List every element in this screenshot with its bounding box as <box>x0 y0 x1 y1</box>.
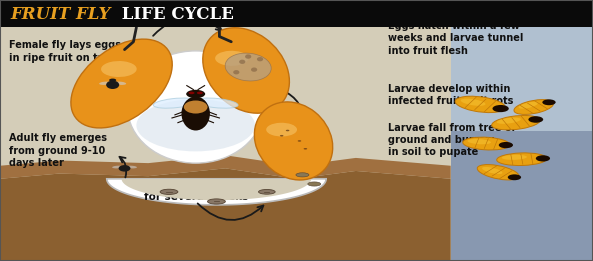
Text: Adult fly emerges
from ground 9-10
days later: Adult fly emerges from ground 9-10 days … <box>9 133 107 168</box>
Ellipse shape <box>208 199 225 204</box>
Text: LIFE CYCLE: LIFE CYCLE <box>116 5 234 23</box>
Ellipse shape <box>266 123 297 137</box>
Ellipse shape <box>245 55 251 59</box>
Ellipse shape <box>106 81 119 89</box>
Ellipse shape <box>181 97 210 130</box>
Ellipse shape <box>189 92 195 94</box>
Ellipse shape <box>536 155 550 162</box>
Ellipse shape <box>298 140 301 142</box>
Text: Eggs hatch within a few
weeks and larvae tunnel
into fruit flesh: Eggs hatch within a few weeks and larvae… <box>388 21 524 56</box>
FancyBboxPatch shape <box>0 0 593 27</box>
Polygon shape <box>0 155 451 179</box>
Ellipse shape <box>71 39 172 128</box>
Ellipse shape <box>304 148 307 150</box>
Ellipse shape <box>493 105 509 112</box>
Ellipse shape <box>251 68 257 72</box>
Ellipse shape <box>112 166 123 168</box>
Ellipse shape <box>308 182 321 186</box>
Ellipse shape <box>203 28 289 113</box>
Ellipse shape <box>497 153 547 165</box>
Text: FRUIT FLY: FRUIT FLY <box>11 5 111 23</box>
Ellipse shape <box>215 51 248 66</box>
Ellipse shape <box>514 100 553 114</box>
Polygon shape <box>122 179 311 200</box>
Ellipse shape <box>153 98 197 108</box>
Ellipse shape <box>99 82 111 85</box>
Ellipse shape <box>497 118 521 124</box>
Ellipse shape <box>254 102 333 180</box>
Ellipse shape <box>136 99 255 151</box>
Ellipse shape <box>233 70 240 74</box>
Text: Female fly lays eggs
in ripe fruit on tree: Female fly lays eggs in ripe fruit on tr… <box>9 40 121 63</box>
Ellipse shape <box>109 79 116 82</box>
Polygon shape <box>107 179 326 205</box>
Ellipse shape <box>519 102 538 109</box>
Ellipse shape <box>239 60 246 64</box>
Ellipse shape <box>499 142 513 148</box>
Ellipse shape <box>184 100 208 114</box>
Ellipse shape <box>492 115 540 130</box>
FancyBboxPatch shape <box>451 27 593 261</box>
Ellipse shape <box>296 173 309 177</box>
Polygon shape <box>0 168 451 261</box>
Ellipse shape <box>127 51 264 163</box>
Ellipse shape <box>543 99 556 105</box>
Ellipse shape <box>482 167 502 174</box>
Ellipse shape <box>467 139 491 144</box>
FancyBboxPatch shape <box>451 27 593 130</box>
Ellipse shape <box>455 96 505 112</box>
Ellipse shape <box>257 57 263 61</box>
Ellipse shape <box>508 174 521 180</box>
Ellipse shape <box>502 155 527 160</box>
Text: Adult fruit flies live
for several weeks: Adult fruit flies live for several weeks <box>139 180 253 203</box>
Ellipse shape <box>119 165 130 172</box>
Text: Larvae develop within
infected fruit as it rots: Larvae develop within infected fruit as … <box>388 84 514 106</box>
Ellipse shape <box>259 189 275 194</box>
Ellipse shape <box>286 130 289 131</box>
Ellipse shape <box>280 135 283 137</box>
Ellipse shape <box>160 189 178 194</box>
Ellipse shape <box>477 165 519 180</box>
FancyBboxPatch shape <box>0 27 593 261</box>
Text: Larvae fall from tree or
ground and burrow
in soil to pupate: Larvae fall from tree or ground and burr… <box>388 123 517 157</box>
Ellipse shape <box>101 61 137 77</box>
Ellipse shape <box>225 53 271 81</box>
Ellipse shape <box>126 166 137 168</box>
Ellipse shape <box>197 92 203 94</box>
Ellipse shape <box>186 90 205 98</box>
Ellipse shape <box>463 137 510 150</box>
Ellipse shape <box>528 116 543 123</box>
Ellipse shape <box>114 82 126 85</box>
Ellipse shape <box>195 98 238 108</box>
Ellipse shape <box>461 99 486 106</box>
